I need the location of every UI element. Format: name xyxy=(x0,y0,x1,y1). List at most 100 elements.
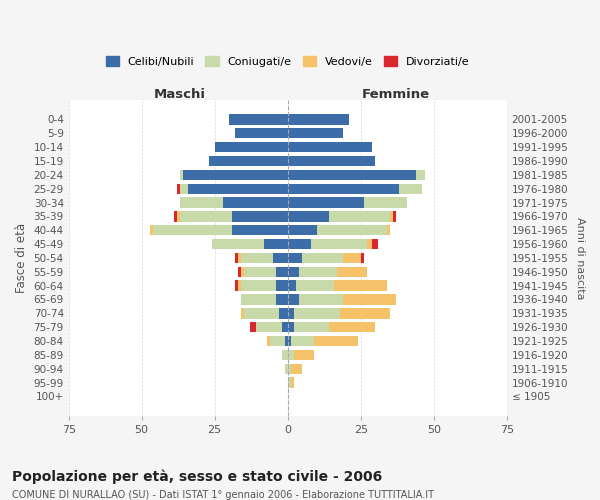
Bar xyxy=(282,322,287,332)
Bar xyxy=(256,322,282,332)
Bar xyxy=(235,128,287,138)
Bar xyxy=(393,211,396,222)
Bar xyxy=(290,364,302,374)
Bar xyxy=(223,198,287,207)
Bar xyxy=(179,211,232,222)
Bar xyxy=(270,336,285,346)
Text: COMUNE DI NURALLAO (SU) - Dati ISTAT 1° gennaio 2006 - Elaborazione TUTTITALIA.I: COMUNE DI NURALLAO (SU) - Dati ISTAT 1° … xyxy=(12,490,434,500)
Bar xyxy=(361,252,364,263)
Bar xyxy=(215,142,287,152)
Bar xyxy=(250,322,256,332)
Bar xyxy=(177,211,179,222)
Bar xyxy=(238,252,241,263)
Bar xyxy=(287,198,364,207)
Bar xyxy=(293,308,340,318)
Bar xyxy=(179,198,223,207)
Bar xyxy=(287,350,293,360)
Bar xyxy=(287,156,376,166)
Bar xyxy=(287,211,329,222)
Bar xyxy=(290,336,314,346)
Bar xyxy=(188,184,287,194)
Bar xyxy=(311,239,367,250)
Bar xyxy=(296,280,334,291)
Bar xyxy=(241,252,273,263)
Text: Maschi: Maschi xyxy=(154,88,206,102)
Bar xyxy=(287,322,293,332)
Bar xyxy=(287,280,296,291)
Bar xyxy=(343,294,396,304)
Bar xyxy=(265,239,287,250)
Y-axis label: Anni di nascita: Anni di nascita xyxy=(575,216,585,299)
Bar xyxy=(182,170,287,180)
Legend: Celibi/Nubili, Coniugati/e, Vedovi/e, Divorziati/e: Celibi/Nubili, Coniugati/e, Vedovi/e, Di… xyxy=(101,52,475,72)
Bar xyxy=(279,308,287,318)
Bar xyxy=(179,184,188,194)
Bar xyxy=(390,211,393,222)
Bar xyxy=(290,378,293,388)
Bar xyxy=(302,252,343,263)
Bar xyxy=(287,225,317,235)
Bar xyxy=(151,225,154,235)
Bar xyxy=(293,350,314,360)
Bar xyxy=(387,225,390,235)
Bar xyxy=(267,336,270,346)
Bar xyxy=(337,266,367,277)
Bar xyxy=(287,308,293,318)
Bar xyxy=(232,225,287,235)
Bar xyxy=(287,294,299,304)
Bar xyxy=(276,294,287,304)
Bar xyxy=(285,364,287,374)
Bar xyxy=(287,128,343,138)
Bar xyxy=(317,225,387,235)
Bar xyxy=(241,280,276,291)
Bar xyxy=(174,211,177,222)
Bar xyxy=(287,184,398,194)
Bar xyxy=(282,350,287,360)
Bar xyxy=(212,239,265,250)
Bar xyxy=(329,322,376,332)
Bar xyxy=(229,114,287,124)
Bar xyxy=(287,170,416,180)
Bar xyxy=(398,184,422,194)
Bar xyxy=(287,378,290,388)
Text: Femmine: Femmine xyxy=(362,88,430,102)
Bar xyxy=(287,239,311,250)
Bar xyxy=(232,211,287,222)
Bar xyxy=(299,266,337,277)
Bar xyxy=(299,294,343,304)
Bar xyxy=(273,252,287,263)
Bar xyxy=(244,266,276,277)
Bar xyxy=(287,364,290,374)
Bar xyxy=(276,280,287,291)
Bar xyxy=(238,266,241,277)
Bar xyxy=(241,266,244,277)
Bar xyxy=(285,336,287,346)
Bar xyxy=(276,266,287,277)
Bar xyxy=(241,294,276,304)
Bar xyxy=(340,308,390,318)
Bar xyxy=(343,252,361,263)
Bar xyxy=(177,184,179,194)
Bar xyxy=(287,142,373,152)
Bar xyxy=(287,336,290,346)
Bar xyxy=(235,252,238,263)
Bar xyxy=(293,322,329,332)
Bar xyxy=(334,280,387,291)
Bar xyxy=(238,280,241,291)
Bar xyxy=(314,336,358,346)
Bar xyxy=(179,170,182,180)
Bar xyxy=(244,308,279,318)
Bar xyxy=(329,211,390,222)
Bar xyxy=(416,170,425,180)
Bar xyxy=(364,198,407,207)
Y-axis label: Fasce di età: Fasce di età xyxy=(15,223,28,293)
Text: Popolazione per età, sesso e stato civile - 2006: Popolazione per età, sesso e stato civil… xyxy=(12,470,382,484)
Bar xyxy=(367,239,373,250)
Bar xyxy=(154,225,232,235)
Bar xyxy=(373,239,378,250)
Bar xyxy=(241,308,244,318)
Bar xyxy=(287,266,299,277)
Bar xyxy=(287,252,302,263)
Bar xyxy=(287,114,349,124)
Bar xyxy=(235,280,238,291)
